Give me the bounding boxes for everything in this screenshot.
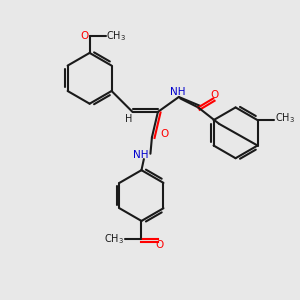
Text: CH$_3$: CH$_3$ bbox=[275, 111, 296, 124]
Text: NH: NH bbox=[133, 150, 148, 160]
Text: CH$_3$: CH$_3$ bbox=[106, 30, 126, 44]
Text: CH$_3$: CH$_3$ bbox=[103, 232, 124, 246]
Text: NH: NH bbox=[169, 87, 185, 97]
Text: O: O bbox=[156, 240, 164, 250]
Text: O: O bbox=[80, 32, 88, 41]
Text: O: O bbox=[211, 91, 219, 100]
Text: H: H bbox=[125, 114, 133, 124]
Text: O: O bbox=[160, 129, 169, 139]
